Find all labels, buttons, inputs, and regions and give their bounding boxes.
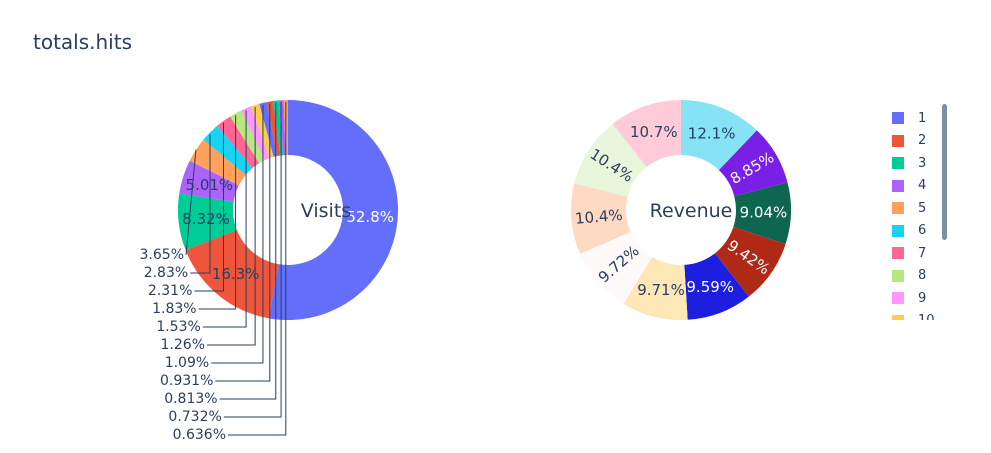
visits-donut: 52.8%16.3%8.32%5.01%3.65%2.83%2.31%1.83%… [140, 100, 398, 443]
donut-center-label: Visits [301, 200, 351, 222]
slice-label: 2.31% [148, 283, 192, 299]
pie-slice[interactable] [268, 100, 398, 320]
legend-item-1[interactable]: 1 [892, 108, 926, 128]
chart-title: totals.hits [33, 30, 133, 54]
legend-label: 4 [918, 178, 927, 193]
pie-slice[interactable] [612, 100, 681, 167]
leader-line [202, 110, 247, 328]
legend-item-6[interactable]: 6 [892, 221, 926, 241]
legend-item-8[interactable]: 8 [892, 266, 926, 286]
legend-item-4[interactable]: 4 [892, 176, 926, 196]
legend-label: 5 [918, 200, 927, 216]
legend-item-5[interactable]: 5 [892, 198, 926, 218]
leader-line [194, 122, 224, 292]
pie-slice[interactable] [571, 183, 631, 254]
legend-label: 8 [918, 268, 927, 283]
legend-label: 10 [918, 313, 935, 320]
legend-swatch [892, 224, 904, 237]
leader-line [211, 104, 264, 364]
legend[interactable]: 1 2 3 4 5 6 7 8 9 10 [870, 105, 955, 320]
legend-scrollbar[interactable] [942, 104, 947, 240]
leader-line [219, 102, 277, 400]
legend-swatch [892, 202, 904, 214]
slice-label: 10.4% [574, 206, 623, 228]
slice-label: 5.01% [186, 176, 234, 194]
pie-slice[interactable] [623, 256, 688, 320]
pie-slice[interactable] [278, 100, 286, 156]
legend-swatch [892, 134, 904, 147]
leader-line [207, 107, 256, 346]
legend-item-10[interactable]: 10 [892, 311, 935, 320]
pie-slice[interactable] [217, 116, 260, 168]
legend-swatch [892, 269, 904, 282]
pie-slice[interactable] [178, 193, 237, 251]
pie-slice[interactable] [230, 110, 265, 164]
pie-slice[interactable] [718, 130, 788, 197]
slice-label: 0.931% [160, 373, 213, 389]
slice-label: 12.1% [688, 124, 736, 142]
legend-label: 1 [918, 110, 927, 126]
leader-line [228, 102, 287, 436]
slice-label: 0.636% [173, 427, 226, 443]
legend-item-3[interactable]: 3 [892, 153, 926, 173]
legend-label: 6 [918, 223, 927, 238]
leader-line [190, 134, 211, 274]
pie-slice[interactable] [681, 100, 757, 171]
legend-swatch [892, 247, 904, 259]
slice-label: 8.32% [182, 210, 230, 228]
legend-item-9[interactable]: 9 [892, 288, 926, 308]
slice-label: 9.71% [637, 281, 685, 299]
slice-label: 52.8% [346, 208, 394, 226]
legend-label: 2 [918, 133, 927, 148]
slice-label: 0.813% [164, 391, 217, 407]
legend-swatch [892, 112, 904, 124]
pie-slice[interactable] [251, 103, 274, 159]
leader-line [185, 149, 197, 256]
slice-label: 1.26% [161, 337, 205, 353]
pie-slice[interactable] [580, 231, 653, 304]
legend-swatch [892, 292, 904, 304]
leader-line [215, 103, 271, 382]
pie-slice[interactable] [684, 253, 749, 320]
pie-slice[interactable] [714, 227, 786, 297]
slice-label: 0.732% [168, 409, 221, 425]
legend-item-7[interactable]: 7 [892, 243, 926, 263]
slice-label: 1.83% [152, 301, 196, 317]
pie-slice[interactable] [203, 125, 253, 175]
slice-label: 9.04% [740, 204, 788, 222]
slice-label: 1.53% [156, 319, 200, 335]
legend-item-2[interactable]: 2 [892, 131, 926, 151]
legend-swatch [892, 157, 904, 169]
legend-label: 7 [918, 245, 927, 261]
slice-label: 1.09% [165, 355, 209, 371]
slice-label: 3.65% [140, 247, 184, 263]
leader-line [223, 102, 282, 418]
slice-label: 2.83% [144, 265, 188, 281]
leader-line [198, 115, 237, 310]
legend-label: 3 [918, 155, 927, 171]
legend-swatch [892, 179, 904, 192]
legend-label: 9 [918, 290, 927, 306]
pie-slice[interactable] [259, 102, 278, 157]
revenue-donut: 12.1%8.85%9.04%9.42%9.59%9.71%9.72%10.4%… [571, 100, 791, 320]
pie-slice[interactable] [189, 139, 246, 186]
pie-slice[interactable] [574, 123, 647, 197]
pie-slice[interactable] [733, 182, 791, 245]
slice-label: 10.7% [630, 123, 678, 141]
slice-label: 9.59% [686, 278, 734, 296]
donut-center-label: Revenue [650, 200, 733, 222]
legend-swatch [892, 314, 904, 320]
